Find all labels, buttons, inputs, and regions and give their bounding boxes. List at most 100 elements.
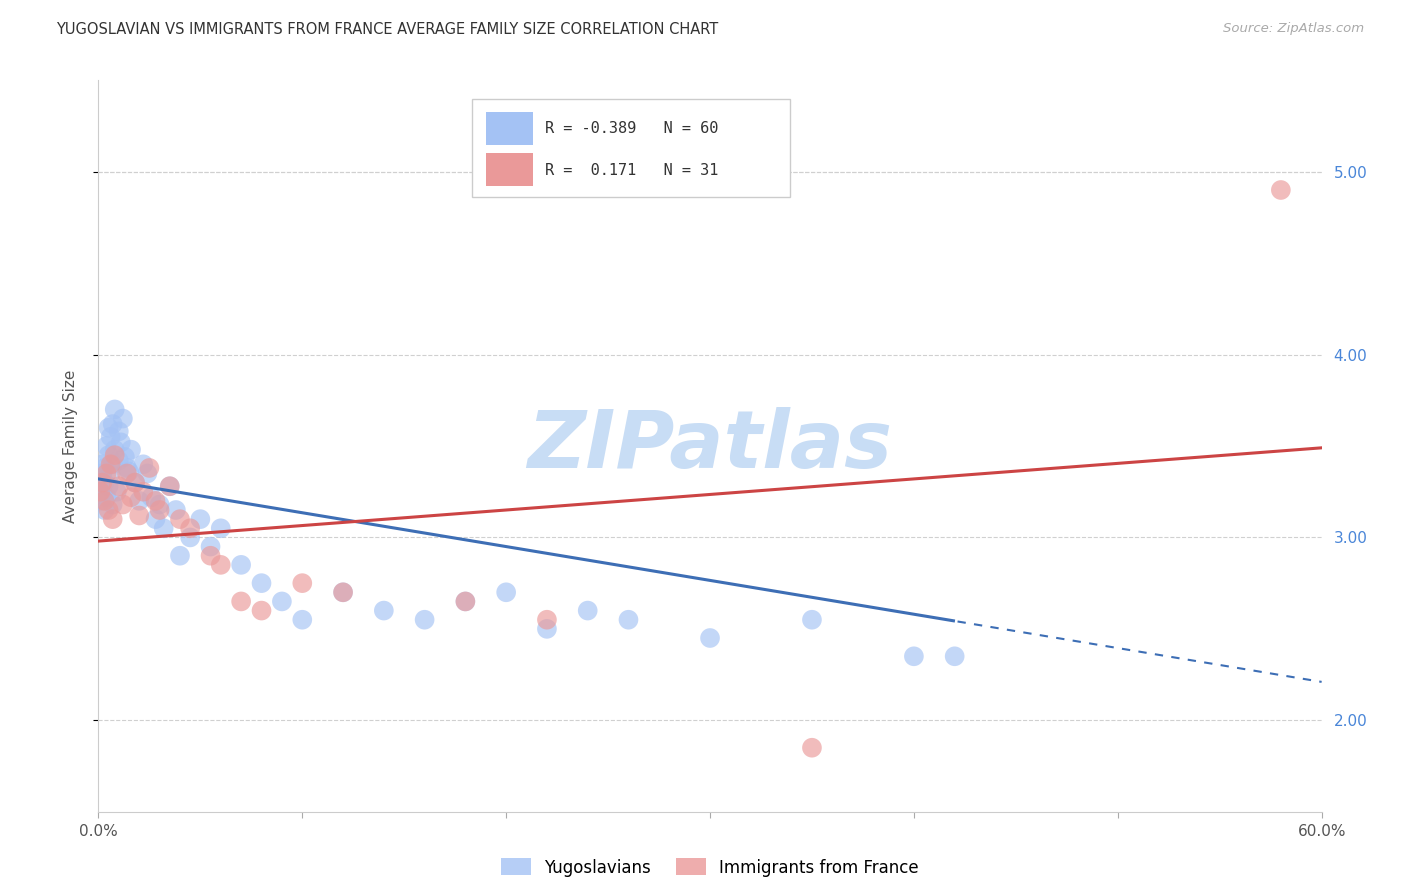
Point	[96, 467, 118, 481]
Point	[110, 435, 132, 450]
Point	[454, 594, 477, 608]
Point	[93, 494, 115, 508]
Point	[136, 467, 159, 481]
Point	[100, 430, 122, 444]
Point	[159, 479, 181, 493]
Point	[149, 503, 172, 517]
Point	[179, 530, 201, 544]
Point	[179, 521, 201, 535]
Point	[108, 479, 131, 493]
Point	[101, 498, 124, 512]
Point	[104, 442, 127, 457]
Point	[200, 549, 222, 563]
Point	[105, 484, 128, 499]
Point	[115, 467, 138, 481]
Point	[91, 467, 114, 481]
Point	[132, 484, 155, 499]
Point	[115, 461, 138, 475]
Point	[91, 484, 114, 499]
Point	[231, 594, 253, 608]
Point	[100, 467, 122, 481]
Point	[188, 512, 212, 526]
Point	[291, 576, 314, 591]
Point	[250, 603, 273, 617]
Point	[97, 421, 120, 435]
Text: YUGOSLAVIAN VS IMMIGRANTS FROM FRANCE AVERAGE FAMILY SIZE CORRELATION CHART: YUGOSLAVIAN VS IMMIGRANTS FROM FRANCE AV…	[56, 22, 718, 37]
Point	[108, 453, 131, 467]
Point	[270, 594, 294, 608]
Point	[1270, 183, 1292, 197]
Point	[291, 613, 314, 627]
Point	[104, 402, 127, 417]
Text: R = -0.389   N = 60: R = -0.389 N = 60	[546, 121, 718, 136]
Point	[145, 494, 167, 508]
Y-axis label: Average Family Size: Average Family Size	[63, 369, 77, 523]
Point	[250, 576, 273, 591]
Point	[118, 465, 141, 479]
Point	[169, 549, 191, 563]
Point	[128, 494, 150, 508]
Point	[97, 479, 120, 493]
Point	[159, 479, 181, 493]
Point	[231, 558, 253, 572]
Point	[93, 461, 115, 475]
Point	[124, 475, 146, 490]
Point	[149, 498, 172, 512]
Point	[141, 490, 163, 504]
Text: Source: ZipAtlas.com: Source: ZipAtlas.com	[1223, 22, 1364, 36]
Point	[91, 475, 114, 490]
Point	[536, 622, 558, 636]
Point	[903, 649, 925, 664]
Point	[101, 512, 124, 526]
Point	[200, 540, 222, 554]
Point	[132, 458, 155, 472]
Point	[576, 603, 599, 617]
Point	[943, 649, 966, 664]
Point	[111, 498, 134, 512]
Point	[97, 448, 120, 462]
Point	[120, 490, 142, 504]
Point	[128, 508, 150, 523]
Point	[100, 458, 122, 472]
Point	[152, 521, 174, 535]
Point	[93, 475, 115, 490]
Point	[114, 450, 136, 464]
Point	[93, 503, 115, 517]
Point	[104, 448, 127, 462]
Point	[97, 503, 120, 517]
Point	[89, 484, 111, 499]
FancyBboxPatch shape	[471, 99, 790, 197]
Legend: Yugoslavians, Immigrants from France: Yugoslavians, Immigrants from France	[501, 858, 920, 877]
FancyBboxPatch shape	[486, 153, 533, 186]
Point	[91, 458, 114, 472]
Point	[165, 503, 187, 517]
Point	[111, 411, 134, 425]
Point	[145, 512, 167, 526]
Point	[120, 442, 142, 457]
Text: R =  0.171   N = 31: R = 0.171 N = 31	[546, 162, 718, 178]
Point	[89, 494, 111, 508]
Point	[332, 585, 354, 599]
Point	[209, 558, 232, 572]
Point	[124, 475, 146, 490]
Point	[801, 613, 824, 627]
Point	[96, 490, 118, 504]
Point	[332, 585, 354, 599]
Point	[413, 613, 436, 627]
Point	[373, 603, 395, 617]
Point	[617, 613, 640, 627]
Point	[96, 439, 118, 453]
Point	[699, 631, 721, 645]
FancyBboxPatch shape	[486, 112, 533, 145]
Point	[495, 585, 517, 599]
Point	[536, 613, 558, 627]
Point	[101, 458, 124, 472]
Point	[209, 521, 232, 535]
Point	[89, 475, 111, 490]
Point	[108, 425, 131, 439]
Point	[801, 740, 824, 755]
Text: ZIPatlas: ZIPatlas	[527, 407, 893, 485]
Point	[101, 417, 124, 431]
Point	[138, 461, 160, 475]
Point	[169, 512, 191, 526]
